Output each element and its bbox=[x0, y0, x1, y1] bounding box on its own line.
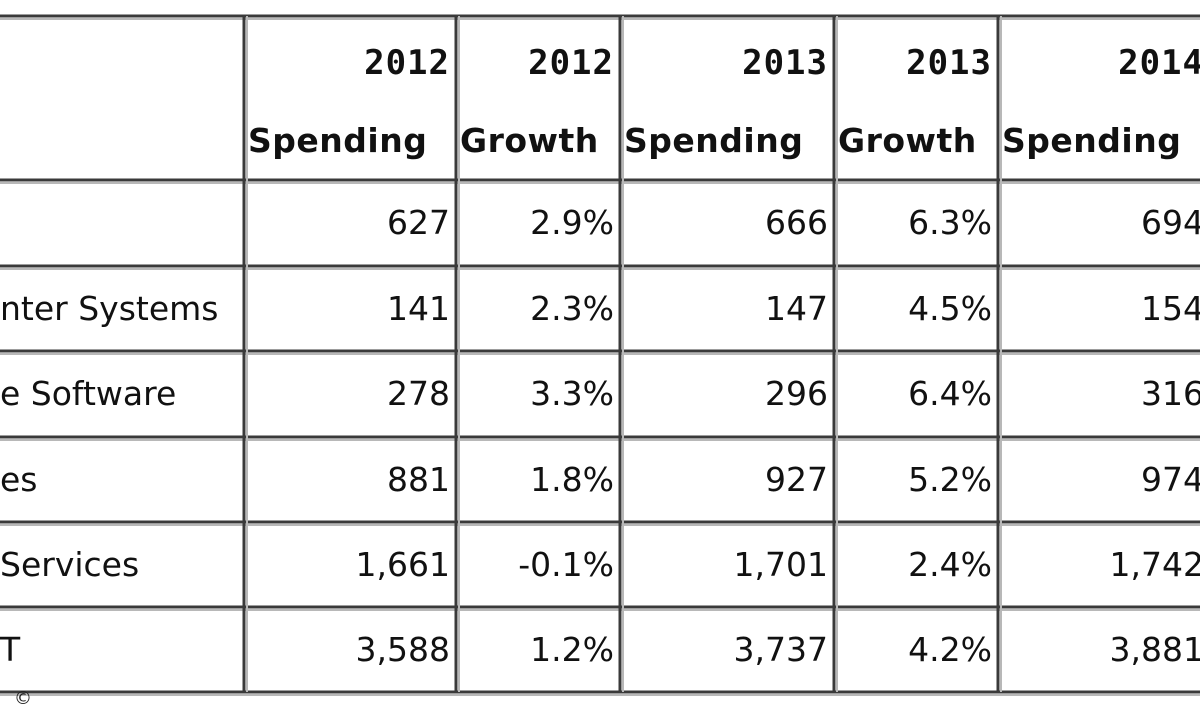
header-year-0: 2012 bbox=[364, 43, 450, 83]
table-cell-r0-c1: 2.9% bbox=[530, 203, 614, 242]
table-cell-r3-c1: 1.8% bbox=[530, 460, 614, 499]
table-cell-r1-c2: 147 bbox=[765, 289, 828, 328]
grid-row-line-6 bbox=[0, 605, 1200, 611]
table-cell-r4-c2: 1,701 bbox=[733, 545, 828, 584]
table-cell-r2-c1: 3.3% bbox=[530, 374, 614, 413]
table-cell-r3-c2: 927 bbox=[765, 460, 828, 499]
header-metric-0: Spending bbox=[248, 121, 428, 160]
header-metric-4: Spending bbox=[1002, 121, 1182, 160]
table-cell-r0-c4: 694 bbox=[1141, 203, 1200, 242]
header-year-3: 2013 bbox=[906, 43, 992, 83]
table-cell-r4-c3: 2.4% bbox=[908, 545, 992, 584]
table-cell-r1-c4: 154 bbox=[1141, 289, 1200, 328]
table-cell-r2-c2: 296 bbox=[765, 374, 828, 413]
table-cell-r5-c0: 3,588 bbox=[355, 630, 450, 669]
table-cell-r0-c3: 6.3% bbox=[908, 203, 992, 242]
grid-row-line-5 bbox=[0, 520, 1200, 526]
table-cell-r1-c3: 4.5% bbox=[908, 289, 992, 328]
table-cell-r5-c3: 4.2% bbox=[908, 630, 992, 669]
table-cell-r1-c0: 141 bbox=[387, 289, 450, 328]
table-cell-r1-c1: 2.3% bbox=[530, 289, 614, 328]
grid-row-line-7 bbox=[0, 690, 1200, 696]
grid-row-line-3 bbox=[0, 349, 1200, 355]
table-cell-r0-c2: 666 bbox=[765, 203, 828, 242]
grid-row-line-4 bbox=[0, 435, 1200, 441]
row-label-3: es bbox=[0, 460, 38, 499]
grid-row-line-1 bbox=[0, 178, 1200, 184]
row-label-4: Services bbox=[0, 545, 140, 584]
header-metric-2: Spending bbox=[624, 121, 804, 160]
table-cell-r4-c1: -0.1% bbox=[518, 545, 614, 584]
header-year-4: 2014 bbox=[1118, 43, 1200, 83]
table-cell-r2-c0: 278 bbox=[387, 374, 450, 413]
table-cell-r0-c0: 627 bbox=[387, 203, 450, 242]
table-cell-r5-c1: 1.2% bbox=[530, 630, 614, 669]
table-cell-r5-c2: 3,737 bbox=[733, 630, 828, 669]
grid-row-line-0 bbox=[0, 14, 1200, 20]
grid-col-line-3 bbox=[618, 16, 624, 692]
row-label-5: T bbox=[0, 630, 21, 669]
grid-row-line-2 bbox=[0, 264, 1200, 270]
table-cell-r4-c4: 1,742 bbox=[1109, 545, 1200, 584]
grid-col-line-4 bbox=[832, 16, 838, 692]
header-metric-3: Growth bbox=[838, 121, 977, 160]
row-label-1: nter Systems bbox=[0, 289, 219, 328]
copyright-mark: © bbox=[14, 688, 32, 709]
row-label-2: e Software bbox=[0, 374, 177, 413]
table-cell-r3-c4: 974 bbox=[1141, 460, 1200, 499]
table-cell-r3-c3: 5.2% bbox=[908, 460, 992, 499]
table-cell-r2-c3: 6.4% bbox=[908, 374, 992, 413]
header-year-1: 2012 bbox=[528, 43, 614, 83]
table-cell-r3-c0: 881 bbox=[387, 460, 450, 499]
header-metric-1: Growth bbox=[460, 121, 599, 160]
table-cell-r4-c0: 1,661 bbox=[355, 545, 450, 584]
grid-col-line-1 bbox=[242, 16, 248, 692]
table-cell-r5-c4: 3,881 bbox=[1109, 630, 1200, 669]
grid-col-line-5 bbox=[996, 16, 1002, 692]
header-year-2: 2013 bbox=[742, 43, 828, 83]
table-cell-r2-c4: 316 bbox=[1141, 374, 1200, 413]
grid-col-line-2 bbox=[454, 16, 460, 692]
